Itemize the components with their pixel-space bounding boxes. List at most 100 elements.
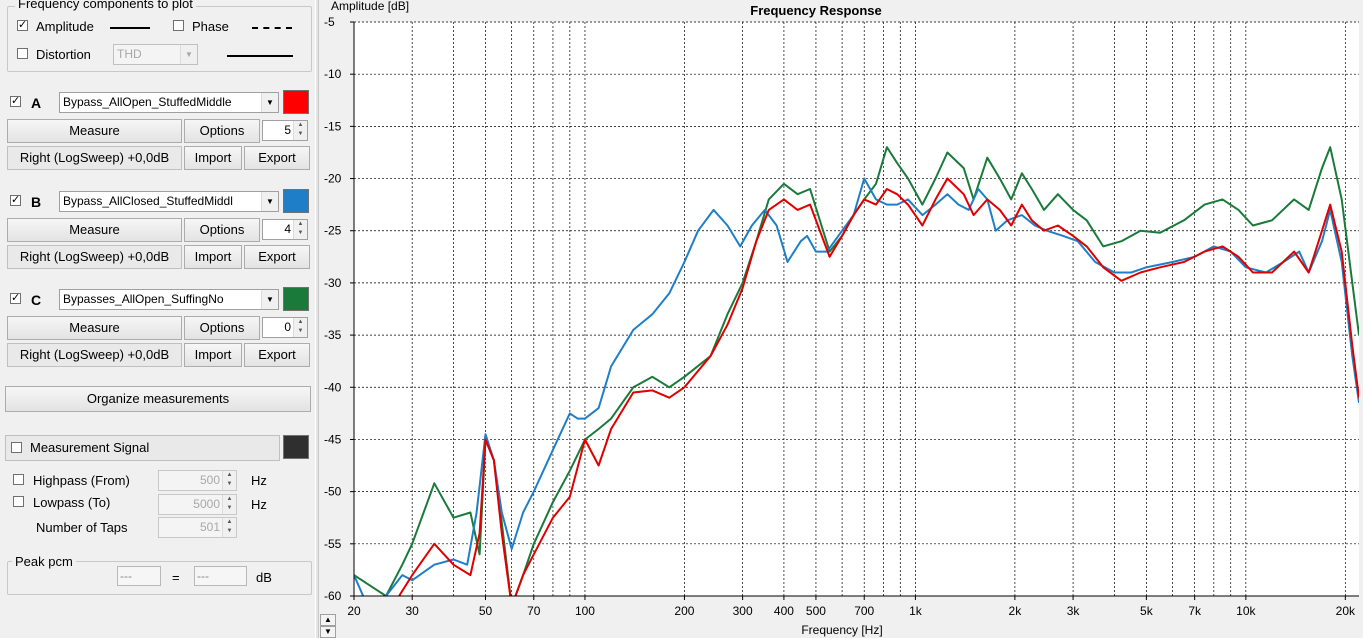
x-tick-label: 1k <box>909 604 923 618</box>
highpass-checkbox[interactable] <box>13 474 24 485</box>
measurement-b-letter: B <box>31 194 42 210</box>
scroll-down-button[interactable]: ▼ <box>320 626 336 638</box>
measurement-b-color-swatch[interactable] <box>283 189 309 213</box>
measurement-b-options-button[interactable]: Options <box>184 218 260 242</box>
chevron-down-icon: ▼ <box>261 290 278 309</box>
up-down-arrows-icon[interactable]: ▲ ▼ <box>293 121 307 140</box>
measurement-c-letter: C <box>31 292 42 308</box>
series-line-3 <box>397 177 1359 596</box>
measurement-c-spin-value: 0 <box>284 320 291 334</box>
x-tick-label: 500 <box>806 604 826 618</box>
y-tick-label: -45 <box>324 432 342 446</box>
x-tick-label: 3k <box>1067 604 1081 618</box>
chart-y-ticks: -5 -10 -15 -20 -25 -30 -35 -40 -45 -50 -55 -60 <box>324 15 354 603</box>
measurement-b-import-button[interactable]: Import <box>184 245 242 269</box>
x-tick-label: 100 <box>575 604 595 618</box>
x-tick-label: 300 <box>733 604 753 618</box>
frequency-components-title: Frequency components to plot <box>15 0 196 11</box>
measurement-a-export-button[interactable]: Export <box>244 146 310 170</box>
scroll-up-button[interactable]: ▲ <box>320 614 336 626</box>
lowpass-input[interactable]: 5000 ▲ ▼ <box>158 494 237 515</box>
taps-label: Number of Taps <box>36 520 128 535</box>
measurement-a-color-swatch[interactable] <box>283 90 309 114</box>
measurement-c-checkbox[interactable]: ✓ <box>10 292 21 304</box>
measurement-b-select[interactable]: Bypass_AllClosed_StuffedMiddl ▼ <box>59 191 279 212</box>
peak-unit: dB <box>256 570 272 585</box>
amplitude-checkbox[interactable]: ✓ <box>17 19 28 31</box>
measurement-c-import-button[interactable]: Import <box>184 343 242 367</box>
x-tick-label: 200 <box>674 604 694 618</box>
chart-plot-background <box>354 22 1359 596</box>
y-tick-label: -30 <box>324 276 342 290</box>
y-tick-label: -50 <box>324 485 342 499</box>
phase-line-style <box>252 27 292 29</box>
y-tick-label: -55 <box>324 537 342 551</box>
measurement-a-options-button[interactable]: Options <box>184 119 260 143</box>
measurement-a-select[interactable]: Bypass_AllOpen_StuffedMiddle ▼ <box>59 92 279 113</box>
peak-pcm-title: Peak pcm <box>12 555 76 569</box>
measurement-c-export-button[interactable]: Export <box>244 343 310 367</box>
chart-y-label: Amplitude [dB] <box>331 0 409 13</box>
y-tick-label: -25 <box>324 224 342 238</box>
measurement-b-checkbox[interactable]: ✓ <box>10 194 21 206</box>
y-tick-label: -60 <box>324 589 342 603</box>
highpass-unit: Hz <box>251 473 267 488</box>
up-down-arrows-icon: ▲ ▼ <box>222 518 236 537</box>
peak-equals: = <box>172 570 180 585</box>
panel-splitter[interactable] <box>315 0 319 638</box>
plot-area: -5 -10 -15 -20 -25 -30 -35 -40 -45 -50 -55 -60 20 30… <box>320 0 1363 638</box>
chart-x-label: Frequency [Hz] <box>801 623 882 637</box>
measurement-a-checkbox[interactable]: ✓ <box>10 95 21 107</box>
measurement-signal-color-swatch[interactable] <box>283 435 309 459</box>
measurement-c-color-swatch[interactable] <box>283 287 309 311</box>
x-tick-label: 5k <box>1140 604 1154 618</box>
measurement-signal-label: Measurement Signal <box>30 440 150 455</box>
x-tick-label: 20 <box>347 604 361 618</box>
x-tick-label: 2k <box>1009 604 1023 618</box>
measurement-c-options-button[interactable]: Options <box>184 316 260 340</box>
chart-title: Frequency Response <box>750 3 882 18</box>
measurement-c-spin[interactable]: 0 ▲ ▼ <box>262 317 308 338</box>
distortion-select-value: THD <box>117 47 142 61</box>
taps-input[interactable]: 501 ▲ ▼ <box>158 517 237 538</box>
measurement-b-export-button[interactable]: Export <box>244 245 310 269</box>
up-down-arrows-icon: ▲ ▼ <box>222 471 236 490</box>
peak-db-field: --- <box>194 566 247 586</box>
x-tick-label: 30 <box>406 604 420 618</box>
measurement-b-spin-value: 4 <box>284 222 291 236</box>
measurement-b-spin[interactable]: 4 ▲ ▼ <box>262 219 308 240</box>
measurement-c-name: Bypasses_AllOpen_SuffingNo <box>63 292 224 306</box>
x-tick-label: 7k <box>1188 604 1202 618</box>
chevron-down-icon: ▼ <box>261 93 278 112</box>
x-tick-label: 50 <box>479 604 493 618</box>
phase-checkbox[interactable] <box>173 20 184 31</box>
highpass-input[interactable]: 500 ▲ ▼ <box>158 470 237 491</box>
x-tick-label: 20k <box>1336 604 1356 618</box>
measurement-a-spin[interactable]: 5 ▲ ▼ <box>262 120 308 141</box>
distortion-checkbox[interactable] <box>17 48 28 59</box>
measurement-a-letter: A <box>31 95 42 111</box>
up-down-arrows-icon[interactable]: ▲ ▼ <box>293 318 307 337</box>
lowpass-value: 5000 <box>193 497 220 511</box>
y-tick-label: -40 <box>324 380 342 394</box>
measurement-b-measure-button[interactable]: Measure <box>7 218 182 242</box>
distortion-line-style <box>227 55 293 57</box>
measurement-a-name: Bypass_AllOpen_StuffedMiddle <box>63 95 232 109</box>
measurement-b-name: Bypass_AllClosed_StuffedMiddl <box>63 194 233 208</box>
organize-measurements-button[interactable]: Organize measurements <box>5 386 311 412</box>
chevron-down-icon: ▼ <box>261 192 278 211</box>
distortion-select[interactable]: THD ▼ <box>113 44 198 65</box>
measurement-c-select[interactable]: Bypasses_AllOpen_SuffingNo ▼ <box>59 289 279 310</box>
up-down-arrows-icon[interactable]: ▲ ▼ <box>293 220 307 239</box>
lowpass-label: Lowpass (To) <box>33 495 111 510</box>
lowpass-checkbox[interactable] <box>13 496 24 507</box>
x-tick-label: 700 <box>854 604 874 618</box>
measurement-signal-checkbox[interactable] <box>11 442 22 453</box>
measurement-c-measure-button[interactable]: Measure <box>7 316 182 340</box>
x-tick-label: 70 <box>527 604 541 618</box>
measurement-a-info: Right (LogSweep) +0,0dB <box>7 146 182 170</box>
measurement-a-import-button[interactable]: Import <box>184 146 242 170</box>
measurement-a-measure-button[interactable]: Measure <box>7 119 182 143</box>
frequency-response-chart: -5 -10 -15 -20 -25 -30 -35 -40 -45 -50 -55 -60 20 30… <box>324 0 1359 637</box>
y-tick-label: -35 <box>324 328 342 342</box>
